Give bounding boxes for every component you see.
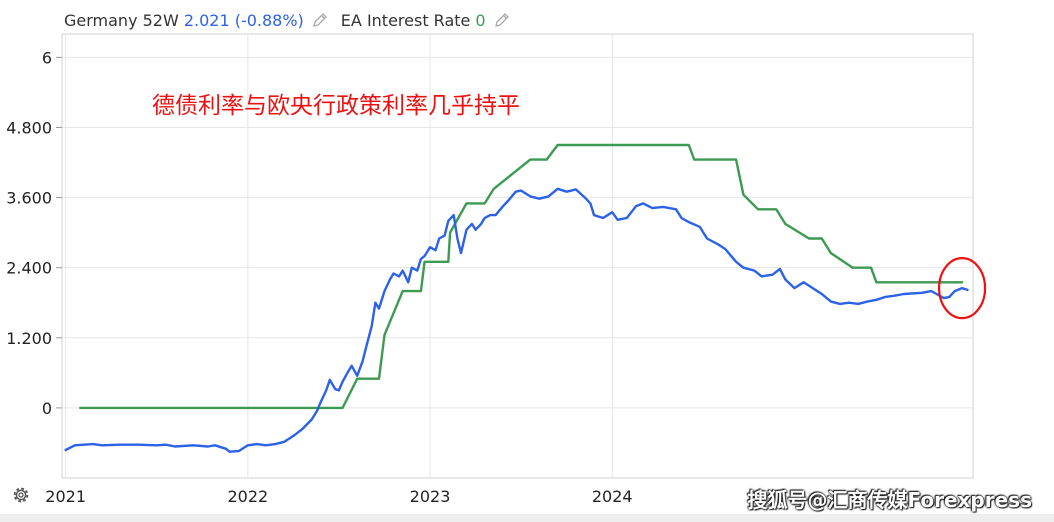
x-tick-label: 2022: [227, 487, 268, 506]
legend-name: EA Interest Rate: [340, 10, 471, 30]
legend-entry-ea-rate[interactable]: EA Interest Rate 0: [341, 11, 511, 30]
axis-labels: 0 1.200 2.400 3.600 4.800 6 2021 2022 2023 2024: [6, 48, 632, 506]
highlight-markers: [937, 257, 987, 320]
legend-name: Germany 52W: [64, 10, 179, 30]
watermark: 搜狐号@汇商传媒Forexpress: [747, 488, 1032, 512]
pencil-icon[interactable]: [311, 11, 329, 29]
legend-value: 0: [475, 10, 486, 30]
y-tick-label: 6: [42, 48, 52, 67]
series-line-germany-52w: [64, 187, 969, 453]
legend: Germany 52W 2.021 (-0.88%) EA Interest R…: [64, 8, 523, 32]
legend-entry-germany[interactable]: Germany 52W 2.021 (-0.88%): [64, 11, 329, 30]
pencil-icon[interactable]: [493, 11, 511, 29]
chart-annotation: 德债利率与欧央行政策利率几乎持平: [152, 93, 520, 119]
x-tick-label: 2023: [410, 487, 451, 506]
y-tick-label: 2.400: [6, 259, 52, 278]
plot-frame: [61, 33, 974, 479]
gear-icon[interactable]: [10, 484, 32, 506]
x-tick-label: 2021: [45, 487, 86, 506]
y-tick-label: 0: [42, 399, 52, 418]
highlight-circle: [937, 257, 987, 320]
series-lines: [64, 143, 969, 453]
y-tick-label: 4.800: [6, 118, 52, 137]
x-tick-label: 2024: [592, 487, 633, 506]
y-tick-label: 3.600: [6, 189, 52, 208]
series-line-ea-interest-rate: [79, 143, 964, 410]
horizontal-scrollbar[interactable]: [0, 514, 1054, 522]
grid-lines: [56, 33, 974, 479]
legend-value: 2.021 (-0.88%): [183, 10, 304, 30]
y-tick-label: 1.200: [6, 329, 52, 348]
